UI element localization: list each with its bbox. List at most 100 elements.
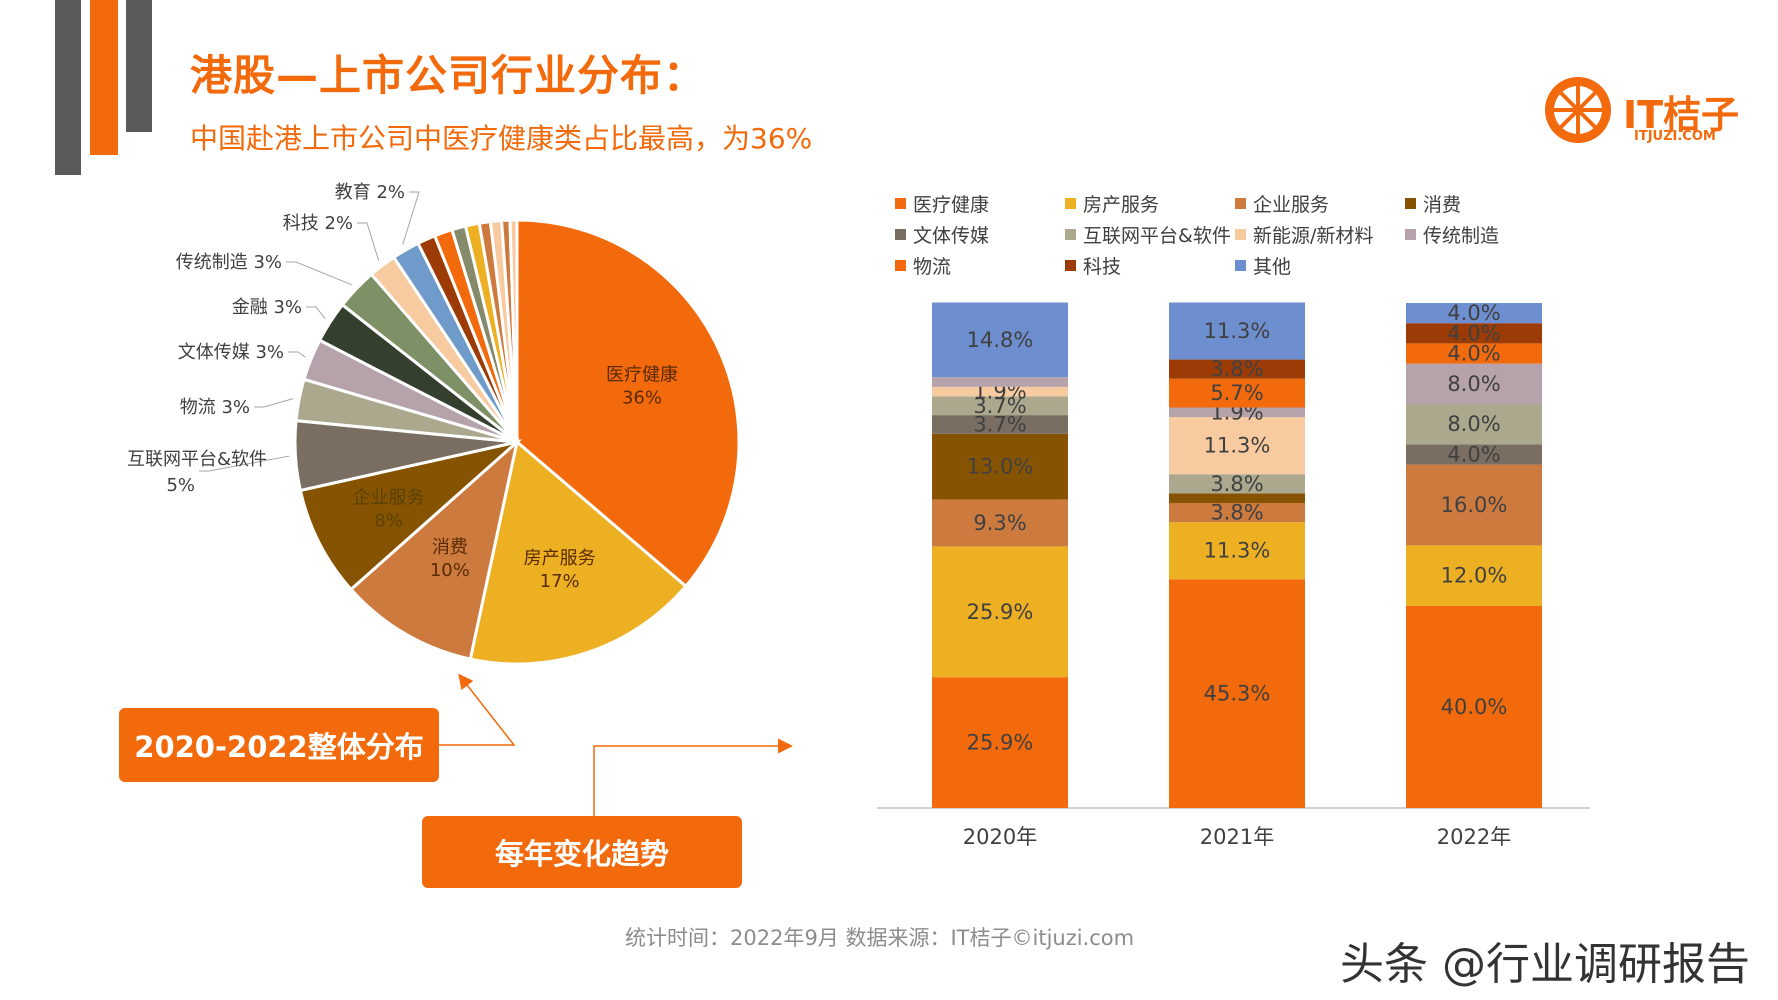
bar-value-label-2-7: 8.0% xyxy=(1447,372,1500,396)
bar-segment-0-3 xyxy=(932,433,1068,500)
logo-url: ITJUZI.COM xyxy=(1634,129,1716,144)
bar-value-label-2-2: 16.0% xyxy=(1441,493,1508,517)
legend-swatch xyxy=(1235,229,1246,240)
bar-segment-0-2 xyxy=(932,499,1068,547)
legend-item-7: 传统制造 xyxy=(1405,221,1499,248)
bar-segment-1-5 xyxy=(1169,474,1305,494)
pie-leader-4 xyxy=(199,455,290,472)
legend-label: 消费 xyxy=(1423,194,1462,216)
bar-segment-2-1 xyxy=(1406,545,1542,606)
bar-value-label-1-8: 5.7% xyxy=(1210,381,1263,405)
legend-item-0: 医疗健康 xyxy=(895,190,989,217)
legend-label: 其他 xyxy=(1253,256,1292,278)
pie-label-6: 文体传媒 3% xyxy=(178,342,284,363)
bar-segment-0-6 xyxy=(932,386,1068,397)
pie-leader-8 xyxy=(286,261,353,286)
legend-label: 传统制造 xyxy=(1423,225,1500,247)
legend-label: 医疗健康 xyxy=(913,194,990,216)
bar-segment-2-2 xyxy=(1406,464,1542,546)
logo-name: IT桔子 xyxy=(1623,93,1740,137)
bar-segment-1-2 xyxy=(1169,502,1305,523)
legend-swatch xyxy=(1065,198,1076,209)
legend-item-3: 消费 xyxy=(1405,190,1461,217)
overall-distribution-callout: 2020-2022整体分布 xyxy=(119,708,439,782)
bar-segment-0-7 xyxy=(932,377,1068,387)
bar-value-label-1-6: 11.3% xyxy=(1204,434,1271,458)
legend-item-9: 科技 xyxy=(1065,252,1121,279)
bar-value-label-1-9: 3.8% xyxy=(1210,357,1263,381)
legend-label: 企业服务 xyxy=(1253,194,1330,216)
bar-segment-1-6 xyxy=(1169,417,1305,475)
legend-item-6: 新能源/新材料 xyxy=(1235,221,1373,248)
pie-value-0: 36% xyxy=(622,387,662,408)
legend-item-4: 文体传媒 xyxy=(895,221,989,248)
callout-connectors xyxy=(439,673,793,816)
pie-slice-1 xyxy=(468,439,688,666)
legend-swatch xyxy=(1405,229,1416,240)
pie-label-3: 企业服务 xyxy=(353,488,425,509)
bar-value-label-1-2: 3.8% xyxy=(1210,501,1263,525)
bar-segment-2-8 xyxy=(1406,343,1542,364)
bar-value-label-0-3: 13.0% xyxy=(967,455,1034,479)
x-tick-label-2: 2022年 xyxy=(1437,825,1511,849)
bar-value-label-1-1: 11.3% xyxy=(1204,539,1271,563)
bar-value-label-2-8: 4.0% xyxy=(1447,342,1500,366)
pie-label-2: 消费 xyxy=(432,537,468,558)
overall-arrow xyxy=(439,673,516,746)
pie-value-3: 8% xyxy=(374,511,403,532)
legend-item-10: 其他 xyxy=(1235,252,1291,279)
pie-leader-6 xyxy=(288,351,306,358)
bar-segment-1-10 xyxy=(1169,302,1305,360)
decorative-bars xyxy=(55,0,152,175)
pie-slice-18 xyxy=(508,218,519,443)
legend-swatch xyxy=(1235,260,1246,271)
pie-slice-0 xyxy=(515,218,741,589)
yearly-arrow xyxy=(593,738,793,816)
bar-value-label-2-0: 40.0% xyxy=(1441,695,1508,719)
pie-value-4: 5% xyxy=(166,475,195,496)
bar-value-label-2-1: 12.0% xyxy=(1441,564,1508,588)
pie-leader-9 xyxy=(357,222,380,261)
stacked-bar-chart: 25.9%25.9%9.3%13.0%3.7%3.7%1.9%14.8%2020… xyxy=(877,301,1590,849)
pie-label-7: 金融 3% xyxy=(232,297,302,318)
page-subtitle: 中国赴港上市公司中医疗健康类占比最高，为36% xyxy=(190,122,813,155)
x-tick-label-0: 2020年 xyxy=(963,825,1037,849)
bar-segment-0-1 xyxy=(932,546,1068,678)
legend-label: 互联网平台&软件 xyxy=(1083,225,1231,247)
legend-label: 文体传媒 xyxy=(913,225,990,247)
bar-value-label-1-0: 45.3% xyxy=(1204,682,1271,706)
legend-item-2: 企业服务 xyxy=(1235,190,1329,217)
legend-swatch xyxy=(895,198,906,209)
pie-label-5: 物流 3% xyxy=(180,397,250,418)
bar-segment-2-10 xyxy=(1406,303,1542,324)
pie-label-0: 医疗健康 xyxy=(606,364,678,385)
pie-label-4: 互联网平台&软件 xyxy=(127,449,267,470)
bar-value-label-0-5: 3.7% xyxy=(973,394,1026,418)
bar-value-label-0-10: 14.8% xyxy=(967,328,1034,352)
yearly-trend-callout: 每年变化趋势 xyxy=(422,816,742,888)
bar-segment-2-4 xyxy=(1406,444,1542,465)
bar-value-label-2-5: 8.0% xyxy=(1447,412,1500,436)
legend-item-5: 互联网平台&软件 xyxy=(1065,221,1231,248)
x-tick-label-1: 2021年 xyxy=(1200,825,1274,849)
bar-value-label-0-0: 25.9% xyxy=(967,731,1034,755)
bar-value-label-0-1: 25.9% xyxy=(967,600,1034,624)
pie-label-8: 传统制造 3% xyxy=(176,252,282,273)
bar-segment-1-9 xyxy=(1169,359,1305,379)
bar-segment-1-8 xyxy=(1169,378,1305,408)
bar-value-label-0-4: 3.7% xyxy=(973,412,1026,436)
bar-value-label-0-2: 9.3% xyxy=(973,511,1026,535)
watermark: 头条 @行业调研报告 xyxy=(1340,939,1750,990)
legend-label: 科技 xyxy=(1083,256,1122,278)
legend-item-1: 房产服务 xyxy=(1065,190,1159,217)
bar-segment-0-10 xyxy=(932,302,1068,378)
page-title: 港股—上市公司行业分布： xyxy=(190,51,707,100)
legend-label: 物流 xyxy=(913,256,952,278)
legend-swatch xyxy=(1235,198,1246,209)
legend-item-8: 物流 xyxy=(895,252,951,279)
bar-segment-0-4 xyxy=(932,415,1068,434)
legend-swatch xyxy=(1065,229,1076,240)
bar-value-label-1-10: 11.3% xyxy=(1204,319,1271,343)
bar-segment-2-9 xyxy=(1406,323,1542,344)
